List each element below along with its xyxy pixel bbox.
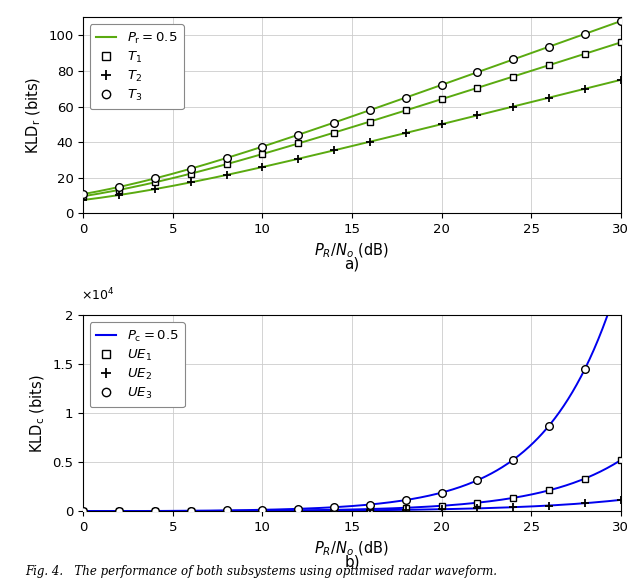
Legend: $P_\mathrm{r} = 0.5$, $T_1$, $T_2$, $T_3$: $P_\mathrm{r} = 0.5$, $T_1$, $T_2$, $T_3…	[90, 24, 184, 109]
Text: Fig. 4.   The performance of both subsystems using optimised radar waveform.: Fig. 4. The performance of both subsyste…	[26, 565, 498, 578]
X-axis label: $P_R/N_o$ (dB): $P_R/N_o$ (dB)	[314, 540, 390, 558]
Text: $\times 10^4$: $\times 10^4$	[81, 287, 114, 303]
Y-axis label: KLD$_\mathrm{c}$ (bits): KLD$_\mathrm{c}$ (bits)	[28, 374, 47, 453]
Text: a): a)	[344, 257, 360, 271]
Legend: $P_\mathrm{c} = 0.5$, $UE_1$, $UE_2$, $UE_3$: $P_\mathrm{c} = 0.5$, $UE_1$, $UE_2$, $U…	[90, 322, 185, 407]
Text: b): b)	[344, 554, 360, 569]
X-axis label: $P_R/N_o$ (dB): $P_R/N_o$ (dB)	[314, 242, 390, 260]
Y-axis label: KLD$_\mathrm{r}$ (bits): KLD$_\mathrm{r}$ (bits)	[24, 77, 43, 154]
